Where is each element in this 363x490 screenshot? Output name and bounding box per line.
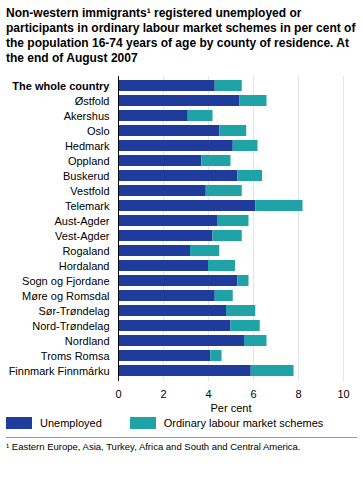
svg-text:Sør-Trøndelag: Sør-Trøndelag bbox=[38, 305, 109, 317]
svg-text:Vest-Agder: Vest-Agder bbox=[55, 230, 110, 242]
svg-text:Troms Romsa: Troms Romsa bbox=[41, 350, 111, 362]
svg-text:Vestfold: Vestfold bbox=[70, 185, 109, 197]
svg-text:Rogaland: Rogaland bbox=[62, 245, 109, 257]
svg-text:Sogn og Fjordane: Sogn og Fjordane bbox=[22, 275, 109, 287]
html-text:¹ Eastern Europe, Asia, Turkey: ¹ Eastern Europe, Asia, Turkey, Africa a… bbox=[6, 441, 301, 452]
svg-text:10: 10 bbox=[337, 388, 349, 400]
svg-text:Oppland: Oppland bbox=[68, 155, 110, 167]
svg-text:Nordland: Nordland bbox=[65, 335, 110, 347]
svg-text:Finnmark Finnmárku: Finnmark Finnmárku bbox=[9, 365, 110, 377]
svg-text:Telemark: Telemark bbox=[65, 200, 110, 212]
svg-text:Akershus: Akershus bbox=[64, 110, 110, 122]
svg-text:8: 8 bbox=[295, 388, 301, 400]
html-text:Ordinary labour market schemes: Ordinary labour market schemes bbox=[163, 417, 324, 429]
svg-text:Hedmark: Hedmark bbox=[65, 140, 110, 152]
svg-text:Oslo: Oslo bbox=[87, 125, 110, 137]
svg-text:0: 0 bbox=[115, 388, 121, 400]
svg-text:Per cent: Per cent bbox=[211, 402, 252, 414]
svg-text:6: 6 bbox=[250, 388, 256, 400]
svg-text:Østfold: Østfold bbox=[75, 95, 110, 107]
svg-text:Aust-Agder: Aust-Agder bbox=[54, 215, 109, 227]
html-text:Non-western immigrants¹ regist: Non-western immigrants¹ registered unemp… bbox=[6, 6, 356, 65]
svg-text:4: 4 bbox=[205, 388, 211, 400]
html-text:Unemployed: Unemployed bbox=[40, 417, 102, 429]
svg-text:Buskerud: Buskerud bbox=[63, 170, 109, 182]
svg-text:Møre og Romsdal: Møre og Romsdal bbox=[22, 290, 109, 302]
svg-text:Nord-Trøndelag: Nord-Trøndelag bbox=[32, 320, 109, 332]
svg-text:2: 2 bbox=[160, 388, 166, 400]
svg-text:The whole country: The whole country bbox=[12, 80, 110, 92]
svg-text:Hordaland: Hordaland bbox=[59, 260, 110, 272]
